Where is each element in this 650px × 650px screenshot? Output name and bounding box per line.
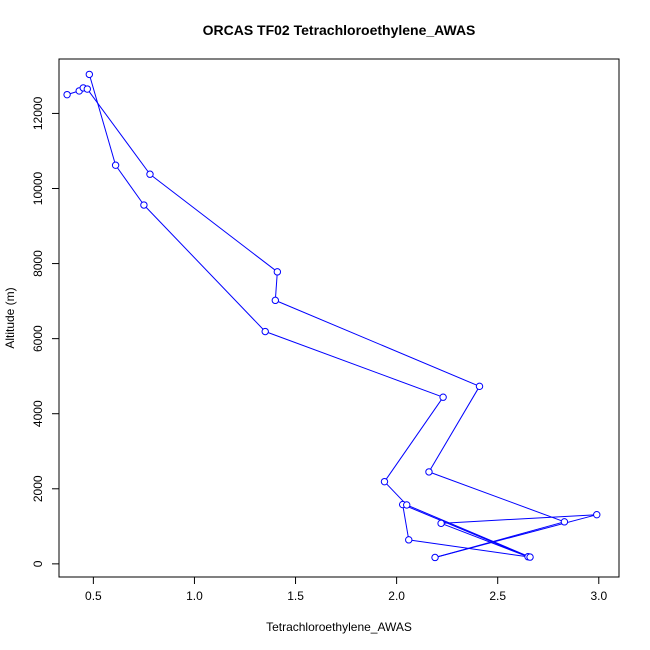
data-point <box>380 477 389 486</box>
y-tick-label: 10000 <box>31 171 45 205</box>
x-axis-label: Tetrachloroethylene_AWAS <box>266 620 412 634</box>
series-line-segment <box>402 504 410 540</box>
x-tick-label: 3.0 <box>590 589 607 603</box>
series-line-segment <box>428 471 565 523</box>
series-line-segment <box>275 299 480 387</box>
series-line-segment <box>406 504 531 558</box>
series-line-segment <box>384 396 444 482</box>
y-axis-label: Altitude (m) <box>3 287 17 348</box>
series-line-segment <box>434 514 597 558</box>
x-tick-label: 2.5 <box>489 589 506 603</box>
series-line-segment <box>143 204 266 332</box>
data-point <box>273 268 282 276</box>
data-point <box>271 296 280 305</box>
series-line-segment <box>86 88 151 175</box>
data-point <box>83 85 92 93</box>
series-line-segment <box>402 504 529 558</box>
series-points <box>63 70 601 562</box>
y-tick-label: 12000 <box>31 96 45 130</box>
x-tick-label: 1.0 <box>186 589 203 603</box>
data-point <box>403 501 411 509</box>
y-tick-label: 2000 <box>31 475 45 502</box>
data-point <box>593 510 601 519</box>
x-axis: 0.5 1.0 1.5 2.0 2.5 3.0 <box>85 576 607 603</box>
data-point <box>437 519 445 528</box>
series-line-segment <box>149 173 278 273</box>
series-line-segment <box>408 539 531 558</box>
data-point <box>425 468 433 476</box>
series-line-segment <box>88 74 117 166</box>
x-tick-label: 2.0 <box>388 589 405 603</box>
data-point <box>63 90 71 99</box>
series-line-segment <box>428 386 480 473</box>
x-tick-label: 0.5 <box>85 589 102 603</box>
data-point <box>526 553 534 561</box>
y-tick-label: 8000 <box>31 250 45 277</box>
y-tick-label: 6000 <box>31 325 45 352</box>
data-point <box>146 170 154 178</box>
data-point <box>405 536 413 544</box>
y-tick-label: 4000 <box>31 400 45 427</box>
plot-frame <box>58 58 620 578</box>
data-point <box>261 327 269 336</box>
data-point <box>431 553 439 562</box>
data-point <box>439 393 447 401</box>
series-line-segment <box>115 164 145 206</box>
x-tick-label: 1.5 <box>287 589 304 603</box>
chart-title: ORCAS TF02 Tetrachloroethylene_AWAS <box>203 22 476 38</box>
series-line-segment <box>274 271 278 301</box>
data-point <box>560 518 569 526</box>
series-line-segment <box>265 331 444 398</box>
y-axis: 0 2000 4000 6000 8000 10000 12000 <box>31 96 60 567</box>
series-lines <box>66 74 597 558</box>
data-point <box>140 201 148 209</box>
y-tick-label: 0 <box>31 560 45 567</box>
data-point <box>475 382 484 391</box>
data-point <box>85 70 94 79</box>
data-point <box>111 161 120 169</box>
series-line-segment <box>441 514 597 524</box>
